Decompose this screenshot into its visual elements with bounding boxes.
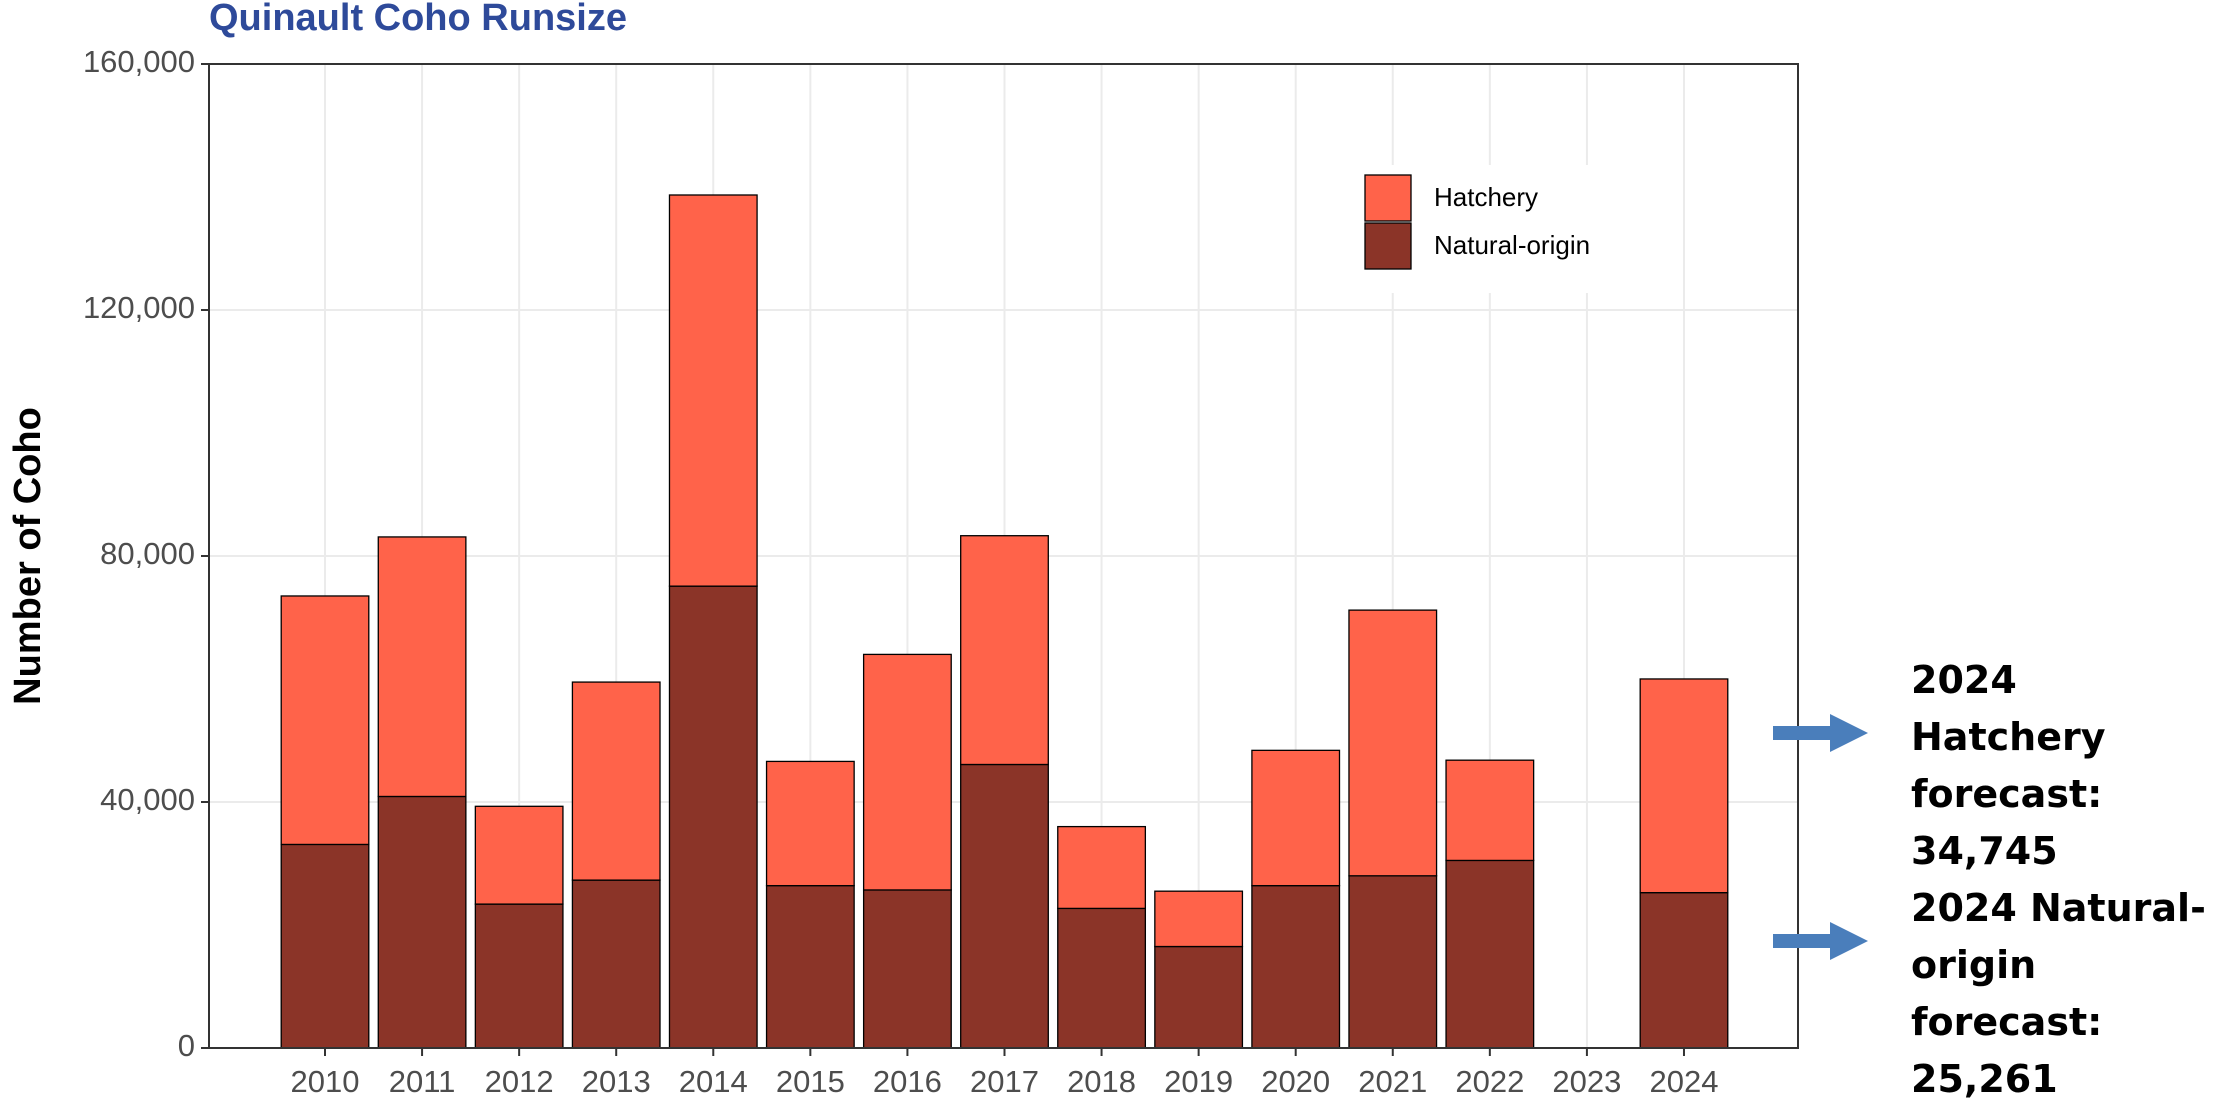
bar-segment bbox=[765, 760, 855, 887]
bar-segment bbox=[1154, 890, 1244, 948]
x-tick-label: 2021 bbox=[1358, 1064, 1427, 1099]
x-tick-label: 2020 bbox=[1261, 1064, 1330, 1099]
legend: Hatchery Natural-origin bbox=[1350, 165, 1620, 293]
bar-segment bbox=[1251, 749, 1341, 887]
x-tick-label: 2024 bbox=[1649, 1064, 1718, 1099]
x-tick-label: 2014 bbox=[679, 1064, 748, 1099]
legend-swatch bbox=[1364, 222, 1412, 270]
bar-segment bbox=[1348, 875, 1438, 1049]
x-tick-label: 2012 bbox=[485, 1064, 554, 1099]
annotation: 2024 Hatchery forecast: 34,745 bbox=[1911, 658, 2106, 873]
x-tick-label: 2018 bbox=[1067, 1064, 1136, 1099]
bar-segment bbox=[960, 763, 1049, 1049]
bar-segment bbox=[474, 805, 564, 905]
arrow-head bbox=[1830, 922, 1868, 960]
bar-segment bbox=[377, 536, 467, 798]
bar-segment bbox=[1154, 945, 1244, 1049]
bar-segment bbox=[280, 595, 370, 846]
chart-title: Quinault Coho Runsize bbox=[209, 0, 627, 39]
bar-segment bbox=[668, 194, 758, 587]
bar-segment bbox=[960, 535, 1049, 766]
y-tick-label: 40,000 bbox=[100, 782, 195, 817]
x-tick-label: 2017 bbox=[970, 1064, 1039, 1099]
bar-segment bbox=[1251, 884, 1341, 1049]
bar-segment bbox=[1057, 907, 1147, 1049]
annotation: 2024 Natural-origin forecast: 25,261 bbox=[1911, 886, 2206, 1101]
legend-label: Natural-origin bbox=[1434, 230, 1590, 260]
bar-segment bbox=[474, 903, 564, 1049]
plot-border bbox=[208, 63, 1799, 1049]
bar-segment bbox=[1348, 609, 1438, 877]
bar-segment bbox=[1445, 759, 1535, 862]
x-tick-label: 2019 bbox=[1164, 1064, 1233, 1099]
x-tick-label: 2023 bbox=[1552, 1064, 1621, 1099]
bar-segment bbox=[862, 889, 952, 1049]
x-tick-label: 2011 bbox=[389, 1064, 456, 1099]
x-tick-label: 2015 bbox=[776, 1064, 845, 1099]
x-tick-label: 2010 bbox=[291, 1064, 360, 1099]
x-tick-label: 2013 bbox=[582, 1064, 651, 1099]
bar-segment bbox=[862, 653, 952, 891]
bar-segment bbox=[1445, 859, 1535, 1049]
bar-segment bbox=[280, 843, 370, 1049]
bar-segment bbox=[377, 795, 467, 1049]
arrow-head bbox=[1830, 714, 1868, 752]
bar-segment bbox=[668, 585, 758, 1049]
bar-segment bbox=[571, 879, 661, 1049]
y-axis-label: Number of Coho bbox=[7, 407, 49, 705]
bar-segment bbox=[1639, 891, 1729, 1049]
legend-swatch bbox=[1364, 174, 1412, 222]
y-tick-label: 120,000 bbox=[83, 290, 195, 325]
x-tick-label: 2016 bbox=[873, 1064, 942, 1099]
x-tick-label: 2022 bbox=[1455, 1064, 1524, 1099]
y-tick-label: 0 bbox=[178, 1028, 195, 1063]
bar-segment bbox=[1639, 678, 1729, 894]
y-tick-label: 80,000 bbox=[100, 536, 195, 571]
bar-segment bbox=[571, 681, 661, 881]
bar-segment bbox=[765, 884, 855, 1049]
bar-segment bbox=[1057, 825, 1147, 910]
legend-label: Hatchery bbox=[1434, 182, 1538, 212]
y-tick-label: 160,000 bbox=[83, 44, 195, 79]
